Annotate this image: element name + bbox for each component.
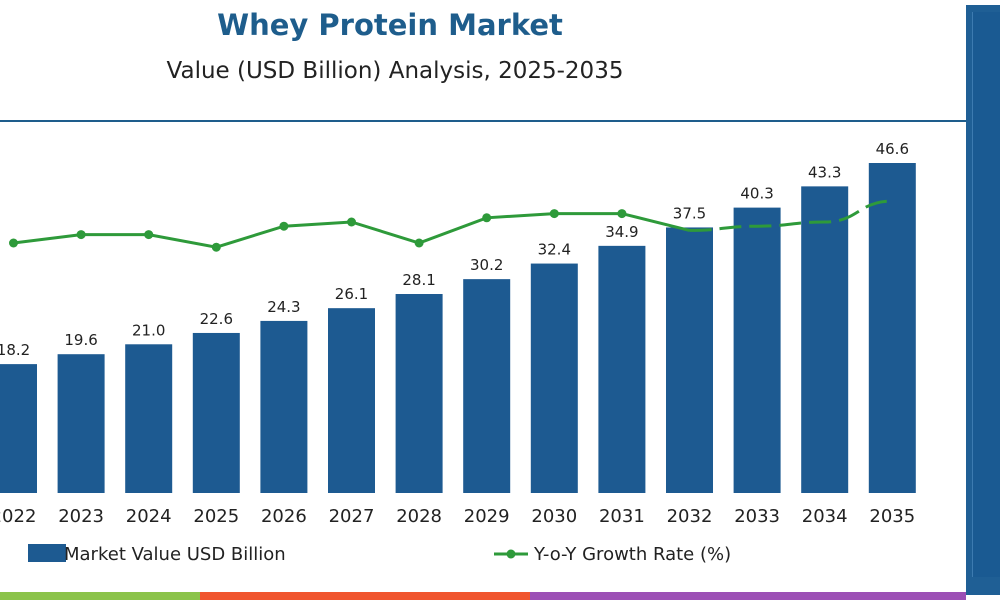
x-tick-2028: 2028 bbox=[396, 506, 442, 527]
strip-segment-green bbox=[0, 592, 200, 600]
bar-value-label-2027: 26.1 bbox=[335, 285, 368, 303]
bar-2023 bbox=[57, 354, 105, 493]
x-tick-2034: 2034 bbox=[802, 506, 848, 527]
growth-point-2026 bbox=[279, 221, 289, 231]
title-divider bbox=[0, 120, 968, 122]
bar-2027 bbox=[328, 308, 375, 493]
x-tick-2035: 2035 bbox=[869, 506, 915, 527]
growth-point-2028 bbox=[414, 238, 424, 248]
bar-value-label-2033: 40.3 bbox=[740, 185, 773, 203]
x-axis-tick-labels: 2022 2023 2024 2025 2026 2027 2028 2029 2030 2031… bbox=[0, 506, 915, 527]
bar-value-label-2024: 21.0 bbox=[132, 321, 165, 339]
growth-point-2025 bbox=[211, 242, 221, 252]
bar-value-label-2030: 32.4 bbox=[538, 241, 571, 259]
x-tick-2027: 2027 bbox=[329, 506, 375, 527]
bar-2030 bbox=[530, 263, 578, 493]
legend: Market Value USD Billion Y-o-Y Growth Ra… bbox=[28, 544, 731, 565]
bar-value-label-2025: 22.6 bbox=[200, 310, 233, 328]
bar-2028 bbox=[395, 294, 443, 493]
bar-2029 bbox=[463, 279, 511, 493]
x-tick-2022: 2022 bbox=[0, 506, 36, 527]
bar-series bbox=[0, 163, 916, 494]
x-tick-2024: 2024 bbox=[126, 506, 172, 527]
growth-line-forecast bbox=[689, 199, 893, 232]
strip-segment-purple bbox=[530, 592, 966, 600]
bar-value-label-2032: 37.5 bbox=[673, 204, 706, 222]
bar-value-label-2031: 34.9 bbox=[605, 223, 638, 241]
growth-point-2029 bbox=[482, 213, 492, 223]
bar-2031 bbox=[598, 245, 646, 493]
x-tick-2030: 2030 bbox=[531, 506, 577, 527]
bar-2025 bbox=[192, 332, 240, 493]
bar-value-label-2023: 19.6 bbox=[64, 331, 97, 349]
chart-title: Whey Protein Market bbox=[217, 8, 563, 42]
x-tick-2025: 2025 bbox=[193, 506, 239, 527]
bar-2024 bbox=[125, 344, 173, 493]
x-tick-2023: 2023 bbox=[58, 506, 104, 527]
bar-2035 bbox=[868, 163, 916, 493]
growth-point-2031 bbox=[617, 209, 627, 219]
bar-2022 bbox=[0, 364, 37, 493]
growth-point-2023 bbox=[76, 230, 86, 240]
bar-value-label-2022: 18.2 bbox=[0, 341, 30, 359]
bar-value-label-2035: 46.6 bbox=[876, 140, 909, 158]
bar-value-label-2034: 43.3 bbox=[808, 163, 841, 181]
x-tick-2029: 2029 bbox=[464, 506, 510, 527]
growth-point-2027 bbox=[347, 217, 356, 227]
legend-line-marker bbox=[506, 549, 516, 559]
bar-value-label-2028: 28.1 bbox=[402, 271, 435, 289]
growth-point-2022 bbox=[9, 238, 18, 248]
bar-2034 bbox=[801, 186, 849, 494]
growth-line-series bbox=[9, 199, 893, 252]
x-tick-2032: 2032 bbox=[667, 506, 713, 527]
legend-line-label: Y-o-Y Growth Rate (%) bbox=[533, 544, 731, 565]
bar-2033 bbox=[733, 207, 781, 493]
legend-bar-swatch bbox=[28, 544, 66, 562]
bar-value-label-2026: 24.3 bbox=[267, 298, 300, 316]
bar-value-labels: 18.2 19.6 21.0 22.6 24.3 26.1 28.1 30.2 32.4 34.9… bbox=[0, 140, 909, 359]
growth-point-2024 bbox=[144, 230, 154, 240]
bar-2026 bbox=[260, 320, 308, 493]
x-tick-2033: 2033 bbox=[734, 506, 780, 527]
growth-point-2030 bbox=[549, 209, 559, 219]
chart-subtitle: Value (USD Billion) Analysis, 2025-2035 bbox=[166, 58, 624, 84]
bar-2032 bbox=[666, 227, 713, 493]
legend-bar-label: Market Value USD Billion bbox=[64, 544, 286, 565]
strip-segment-orange bbox=[200, 592, 530, 600]
x-tick-2031: 2031 bbox=[599, 506, 645, 527]
side-panel-inner bbox=[972, 12, 1000, 577]
x-tick-2026: 2026 bbox=[261, 506, 307, 527]
bar-value-label-2029: 30.2 bbox=[470, 256, 503, 274]
